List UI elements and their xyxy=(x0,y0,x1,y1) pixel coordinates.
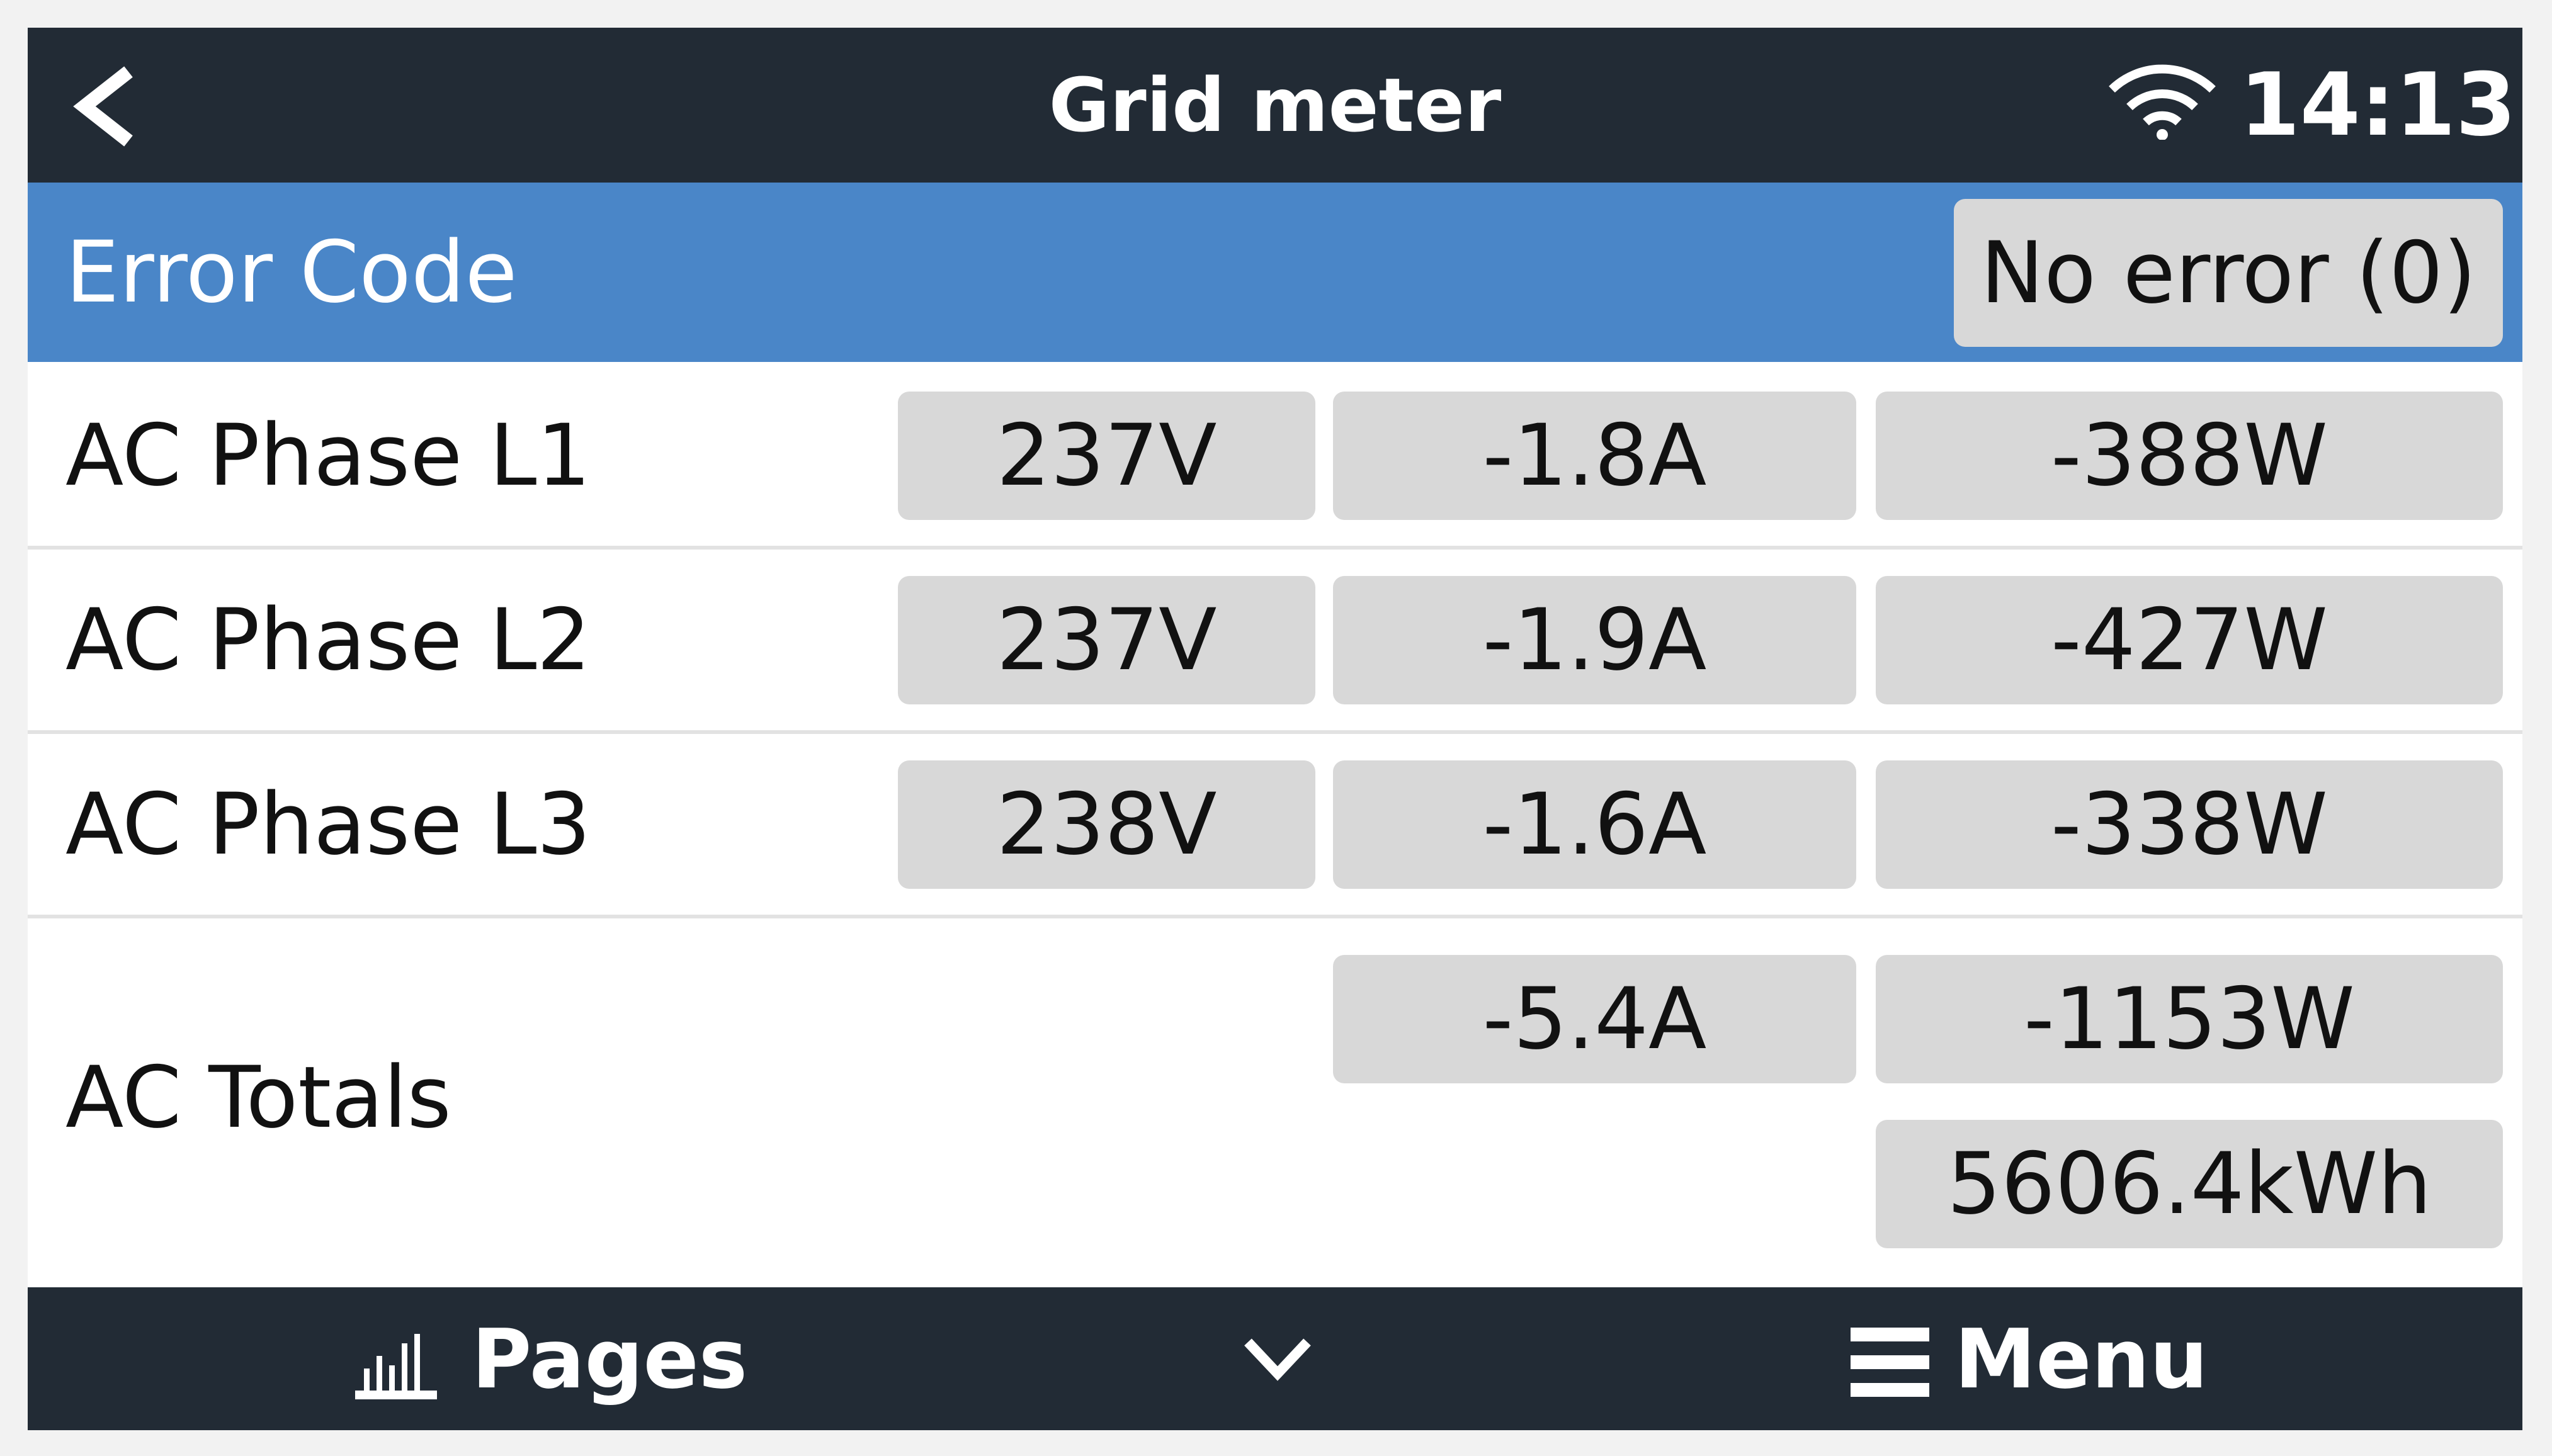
voltage-value: 238V xyxy=(898,760,1315,889)
menu-button[interactable]: Menu xyxy=(1851,1287,2208,1430)
error-code-label: Error Code xyxy=(65,223,518,322)
error-code-row[interactable]: Error Code No error (0) xyxy=(28,183,2522,362)
bar-chart-icon xyxy=(355,1333,437,1399)
row-label: AC Phase L2 xyxy=(65,590,591,689)
header-bar: Grid meter 14:13 xyxy=(28,28,2522,183)
phase-row-l3[interactable]: AC Phase L3 238V -1.6A -338W xyxy=(28,734,2522,918)
power-value: -427W xyxy=(1876,576,2503,704)
chevron-down-icon[interactable] xyxy=(1243,1335,1312,1385)
menu-label: Menu xyxy=(1954,1311,2208,1407)
phase-row-l2[interactable]: AC Phase L2 237V -1.9A -427W xyxy=(28,550,2522,734)
row-label: AC Phase L3 xyxy=(65,775,591,874)
total-energy-value: 5606.4kWh xyxy=(1876,1120,2503,1248)
error-code-value: No error (0) xyxy=(1954,199,2503,347)
current-value: -1.8A xyxy=(1333,392,1856,520)
power-value: -388W xyxy=(1876,392,2503,520)
page-title: Grid meter xyxy=(1048,62,1502,149)
hamburger-icon xyxy=(1851,1327,1929,1397)
pages-button[interactable]: Pages xyxy=(355,1287,747,1430)
clock: 14:13 xyxy=(2239,54,2516,155)
phase-row-l1[interactable]: AC Phase L1 237V -1.8A -388W xyxy=(28,365,2522,550)
voltage-value: 237V xyxy=(898,392,1315,520)
totals-row[interactable]: AC Totals -5.4A -1153W 5606.4kWh xyxy=(28,918,2522,1287)
current-value: -1.9A xyxy=(1333,576,1856,704)
chevron-left-icon[interactable] xyxy=(72,62,147,150)
power-value: -338W xyxy=(1876,760,2503,889)
total-current-value: -5.4A xyxy=(1333,955,1856,1083)
footer-bar: Pages Menu xyxy=(28,1287,2522,1430)
current-value: -1.6A xyxy=(1333,760,1856,889)
row-label: AC Totals xyxy=(65,1048,451,1147)
voltage-value: 237V xyxy=(898,576,1315,704)
total-power-value: -1153W xyxy=(1876,955,2503,1083)
grid-meter-screen: Grid meter 14:13 Error Code No error (0)… xyxy=(28,28,2522,1430)
row-label: AC Phase L1 xyxy=(65,406,591,505)
wifi-icon xyxy=(2109,64,2216,140)
pages-label: Pages xyxy=(472,1311,748,1407)
